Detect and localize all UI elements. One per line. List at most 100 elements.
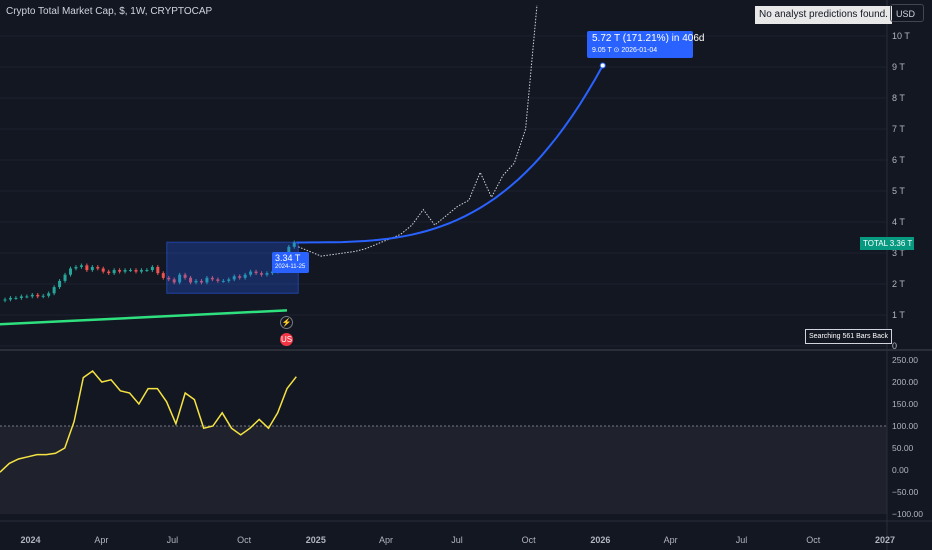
candle-body: [205, 277, 209, 283]
time-axis-label: Oct: [237, 535, 252, 545]
candle-body: [150, 266, 154, 271]
time-axis-label: Oct: [522, 535, 537, 545]
projection-change: 5.72 T (171.21%) in 406d: [592, 33, 705, 44]
candle-body: [107, 271, 111, 274]
currency-button[interactable]: USD: [890, 4, 924, 22]
oscillator-scale-label: −100.00: [892, 509, 923, 519]
price-scale-label: 5 T: [892, 186, 905, 196]
current-price-label[interactable]: 3.34 T 2024-11-25: [272, 252, 309, 273]
candle-body: [41, 295, 45, 297]
price-scale-label: 3 T: [892, 248, 905, 258]
time-axis-label: Jul: [736, 535, 748, 545]
candle-body: [145, 270, 149, 272]
projection-target: 9.05 T ⊙ 2026-01-04: [592, 47, 658, 54]
oscillator-scale-label: 100.00: [892, 421, 918, 431]
current-price-value: 3.34 T: [275, 253, 301, 263]
oscillator-scale-label: 50.00: [892, 443, 914, 453]
candle-body: [52, 287, 56, 294]
candle-body: [178, 274, 182, 283]
candle-body: [112, 270, 116, 274]
candle-body: [63, 274, 67, 281]
candle-body: [36, 294, 40, 297]
candle-body: [161, 273, 165, 278]
oscillator-scale[interactable]: 250.00 200.00 150.00 100.00 50.00 0.00 −50.00 −…: [892, 355, 923, 519]
price-scale-label: 8 T: [892, 93, 905, 103]
oscillator-scale-label: 200.00: [892, 377, 918, 387]
symbol-tag: TOTAL: [860, 237, 892, 250]
last-price-tag: 3.36 T: [888, 237, 914, 250]
candle-body: [90, 266, 94, 271]
time-axis-label: 2027: [875, 535, 895, 545]
price-scale-label: 4 T: [892, 217, 905, 227]
lightning-event-icon[interactable]: ⚡: [280, 316, 293, 329]
candle-body: [58, 280, 62, 288]
candle-body: [25, 296, 29, 298]
oscillator-scale-label: 250.00: [892, 355, 918, 365]
time-axis-label: Jul: [451, 535, 463, 545]
candlestick-series: [3, 240, 296, 303]
candle-body: [14, 297, 18, 299]
oscillator-scale-label: 150.00: [892, 399, 918, 409]
candle-body: [118, 270, 122, 272]
time-axis[interactable]: 2024 Apr Jul Oct 2025 Apr Jul Oct 2026 Apr Jul Oct 2…: [20, 535, 895, 545]
time-axis-label: 2025: [306, 535, 326, 545]
candle-body: [194, 280, 198, 283]
candle-body: [243, 274, 247, 278]
candle-body: [101, 268, 105, 272]
candle-body: [96, 266, 100, 269]
lightning-icon: ⚡: [281, 318, 292, 327]
candle-body: [183, 274, 187, 278]
candle-body: [134, 270, 138, 272]
oscillator-line: [0, 369, 297, 473]
chart-title: Crypto Total Market Cap, $, 1W, CRYPTOCA…: [6, 6, 213, 17]
candle-body: [292, 242, 296, 247]
candle-body: [210, 277, 214, 280]
candle-body: [167, 277, 171, 280]
time-axis-label: 2024: [20, 535, 40, 545]
candle-body: [47, 293, 51, 296]
current-price-date: 2024-11-25: [275, 264, 306, 270]
price-scale[interactable]: 10 T 9 T 8 T 7 T 6 T 5 T 4 T 3 T 2 T 1 T 0: [892, 31, 910, 351]
candle-body: [254, 271, 258, 274]
oscillator-scale-label: 0.00: [892, 465, 909, 475]
candle-body: [227, 279, 231, 281]
candle-body: [216, 279, 220, 281]
candle-body: [172, 279, 176, 283]
candle-body: [85, 265, 89, 271]
candle-body: [8, 297, 12, 300]
candle-body: [156, 266, 160, 274]
candle-body: [74, 266, 78, 269]
us-flag-event-icon[interactable]: US: [280, 333, 293, 346]
price-scale-label: 10 T: [892, 31, 910, 41]
time-axis-label: Apr: [94, 535, 108, 545]
candle-body: [238, 276, 242, 278]
projection-label[interactable]: 5.72 T (171.21%) in 406d 9.05 T ⊙ 2026-0…: [587, 31, 705, 58]
candle-body: [139, 270, 143, 272]
price-grid: [0, 35, 887, 347]
candle-body: [265, 273, 269, 275]
projection-curve[interactable]: [296, 64, 604, 244]
candle-body: [123, 270, 127, 272]
time-axis-label: Oct: [806, 535, 821, 545]
candle-body: [3, 299, 7, 301]
candle-body: [260, 273, 264, 275]
candle-body: [68, 268, 72, 275]
oscillator-scale-label: −50.00: [892, 487, 919, 497]
candle-body: [199, 280, 203, 283]
price-scale-label: 2 T: [892, 279, 905, 289]
time-axis-label: Jul: [167, 535, 179, 545]
oscillator-reference-band: [0, 426, 887, 514]
historical-fractal-line: [298, 4, 538, 257]
time-axis-label: Apr: [664, 535, 678, 545]
price-scale-label: 6 T: [892, 155, 905, 165]
price-scale-label: 0: [892, 341, 897, 351]
projection-target-point[interactable]: [599, 62, 606, 69]
no-predictions-notice: No analyst predictions found.: [755, 6, 892, 24]
candle-body: [19, 296, 23, 298]
time-axis-label: Apr: [379, 535, 393, 545]
candle-body: [287, 246, 291, 257]
candle-body: [189, 277, 193, 283]
candle-body: [129, 270, 133, 272]
price-scale-label: 9 T: [892, 62, 905, 72]
